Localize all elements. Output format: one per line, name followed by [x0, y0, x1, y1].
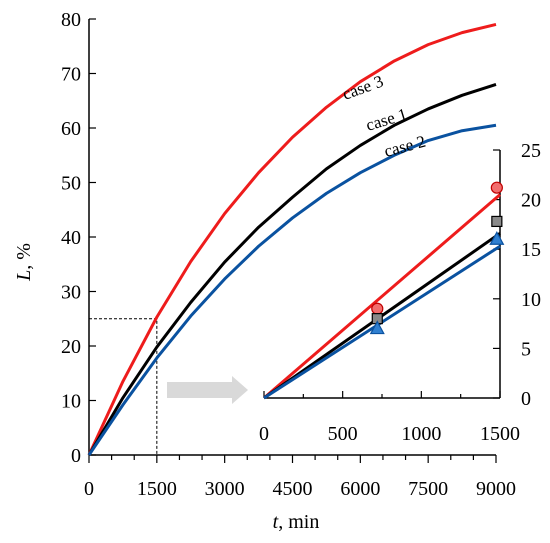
main-y-tick-label: 50 — [61, 173, 81, 195]
main-y-tick-label: 10 — [61, 391, 81, 413]
case2-label: case 2 — [382, 132, 428, 161]
main-x-tick-label: 1500 — [137, 478, 177, 500]
main-y-tick-label: 30 — [61, 282, 81, 304]
main-y-tick-label: 70 — [61, 64, 81, 86]
inset-plot: 0 5 10 15 20 25 0 500 1000 1500 — [259, 140, 541, 445]
main-y-tick-label: 0 — [71, 445, 81, 467]
inset-marker-case-1 — [491, 215, 503, 228]
main-series-case-1 — [87, 82, 497, 456]
main-plot: 0 10 20 30 40 50 60 70 80 0 1500 3000 4500 6000 7500 90… — [61, 9, 516, 500]
y-axis-title: L, % — [13, 243, 35, 282]
inset-y-tick-label: 10 — [521, 289, 541, 311]
inset-y-tick-label: 25 — [521, 140, 541, 162]
inset-marker-case-3 — [490, 181, 503, 194]
main-series-case-2 — [87, 123, 497, 456]
inset-y-tick-label: 0 — [521, 388, 531, 410]
inset-marker-case-2 — [369, 320, 385, 335]
main-y-tick-label: 20 — [61, 336, 81, 358]
main-x-tick-label: 4500 — [273, 478, 313, 500]
main-y-tick-label: 40 — [61, 227, 81, 249]
case3-label: case 3 — [340, 72, 386, 104]
inset-x-tick-label: 0 — [259, 423, 269, 445]
inset-y-tick-label: 5 — [521, 338, 531, 360]
main-x-tick-label: 7500 — [408, 478, 448, 500]
main-series-case-3 — [87, 22, 497, 456]
inset-x-tick-label: 1000 — [401, 423, 441, 445]
inset-marker-case-2 — [489, 231, 505, 245]
main-x-tick-label: 0 — [84, 478, 94, 500]
main-x-tick-label: 9000 — [476, 478, 516, 500]
zoom-arrow-icon — [167, 376, 248, 404]
inset-series-case-3 — [263, 193, 501, 400]
main-y-tick-label: 80 — [61, 9, 81, 31]
inset-y-tick-label: 20 — [521, 190, 541, 212]
main-x-tick-label: 3000 — [205, 478, 245, 500]
main-y-tick-label: 60 — [61, 118, 81, 140]
inset-x-tick-label: 1500 — [480, 423, 520, 445]
main-x-tick-label: 6000 — [340, 478, 380, 500]
inset-x-tick-label: 500 — [328, 423, 358, 445]
inset-marker-case-3 — [371, 302, 384, 315]
x-axis-title: t, min — [273, 511, 320, 533]
inset-y-tick-label: 15 — [521, 239, 541, 261]
